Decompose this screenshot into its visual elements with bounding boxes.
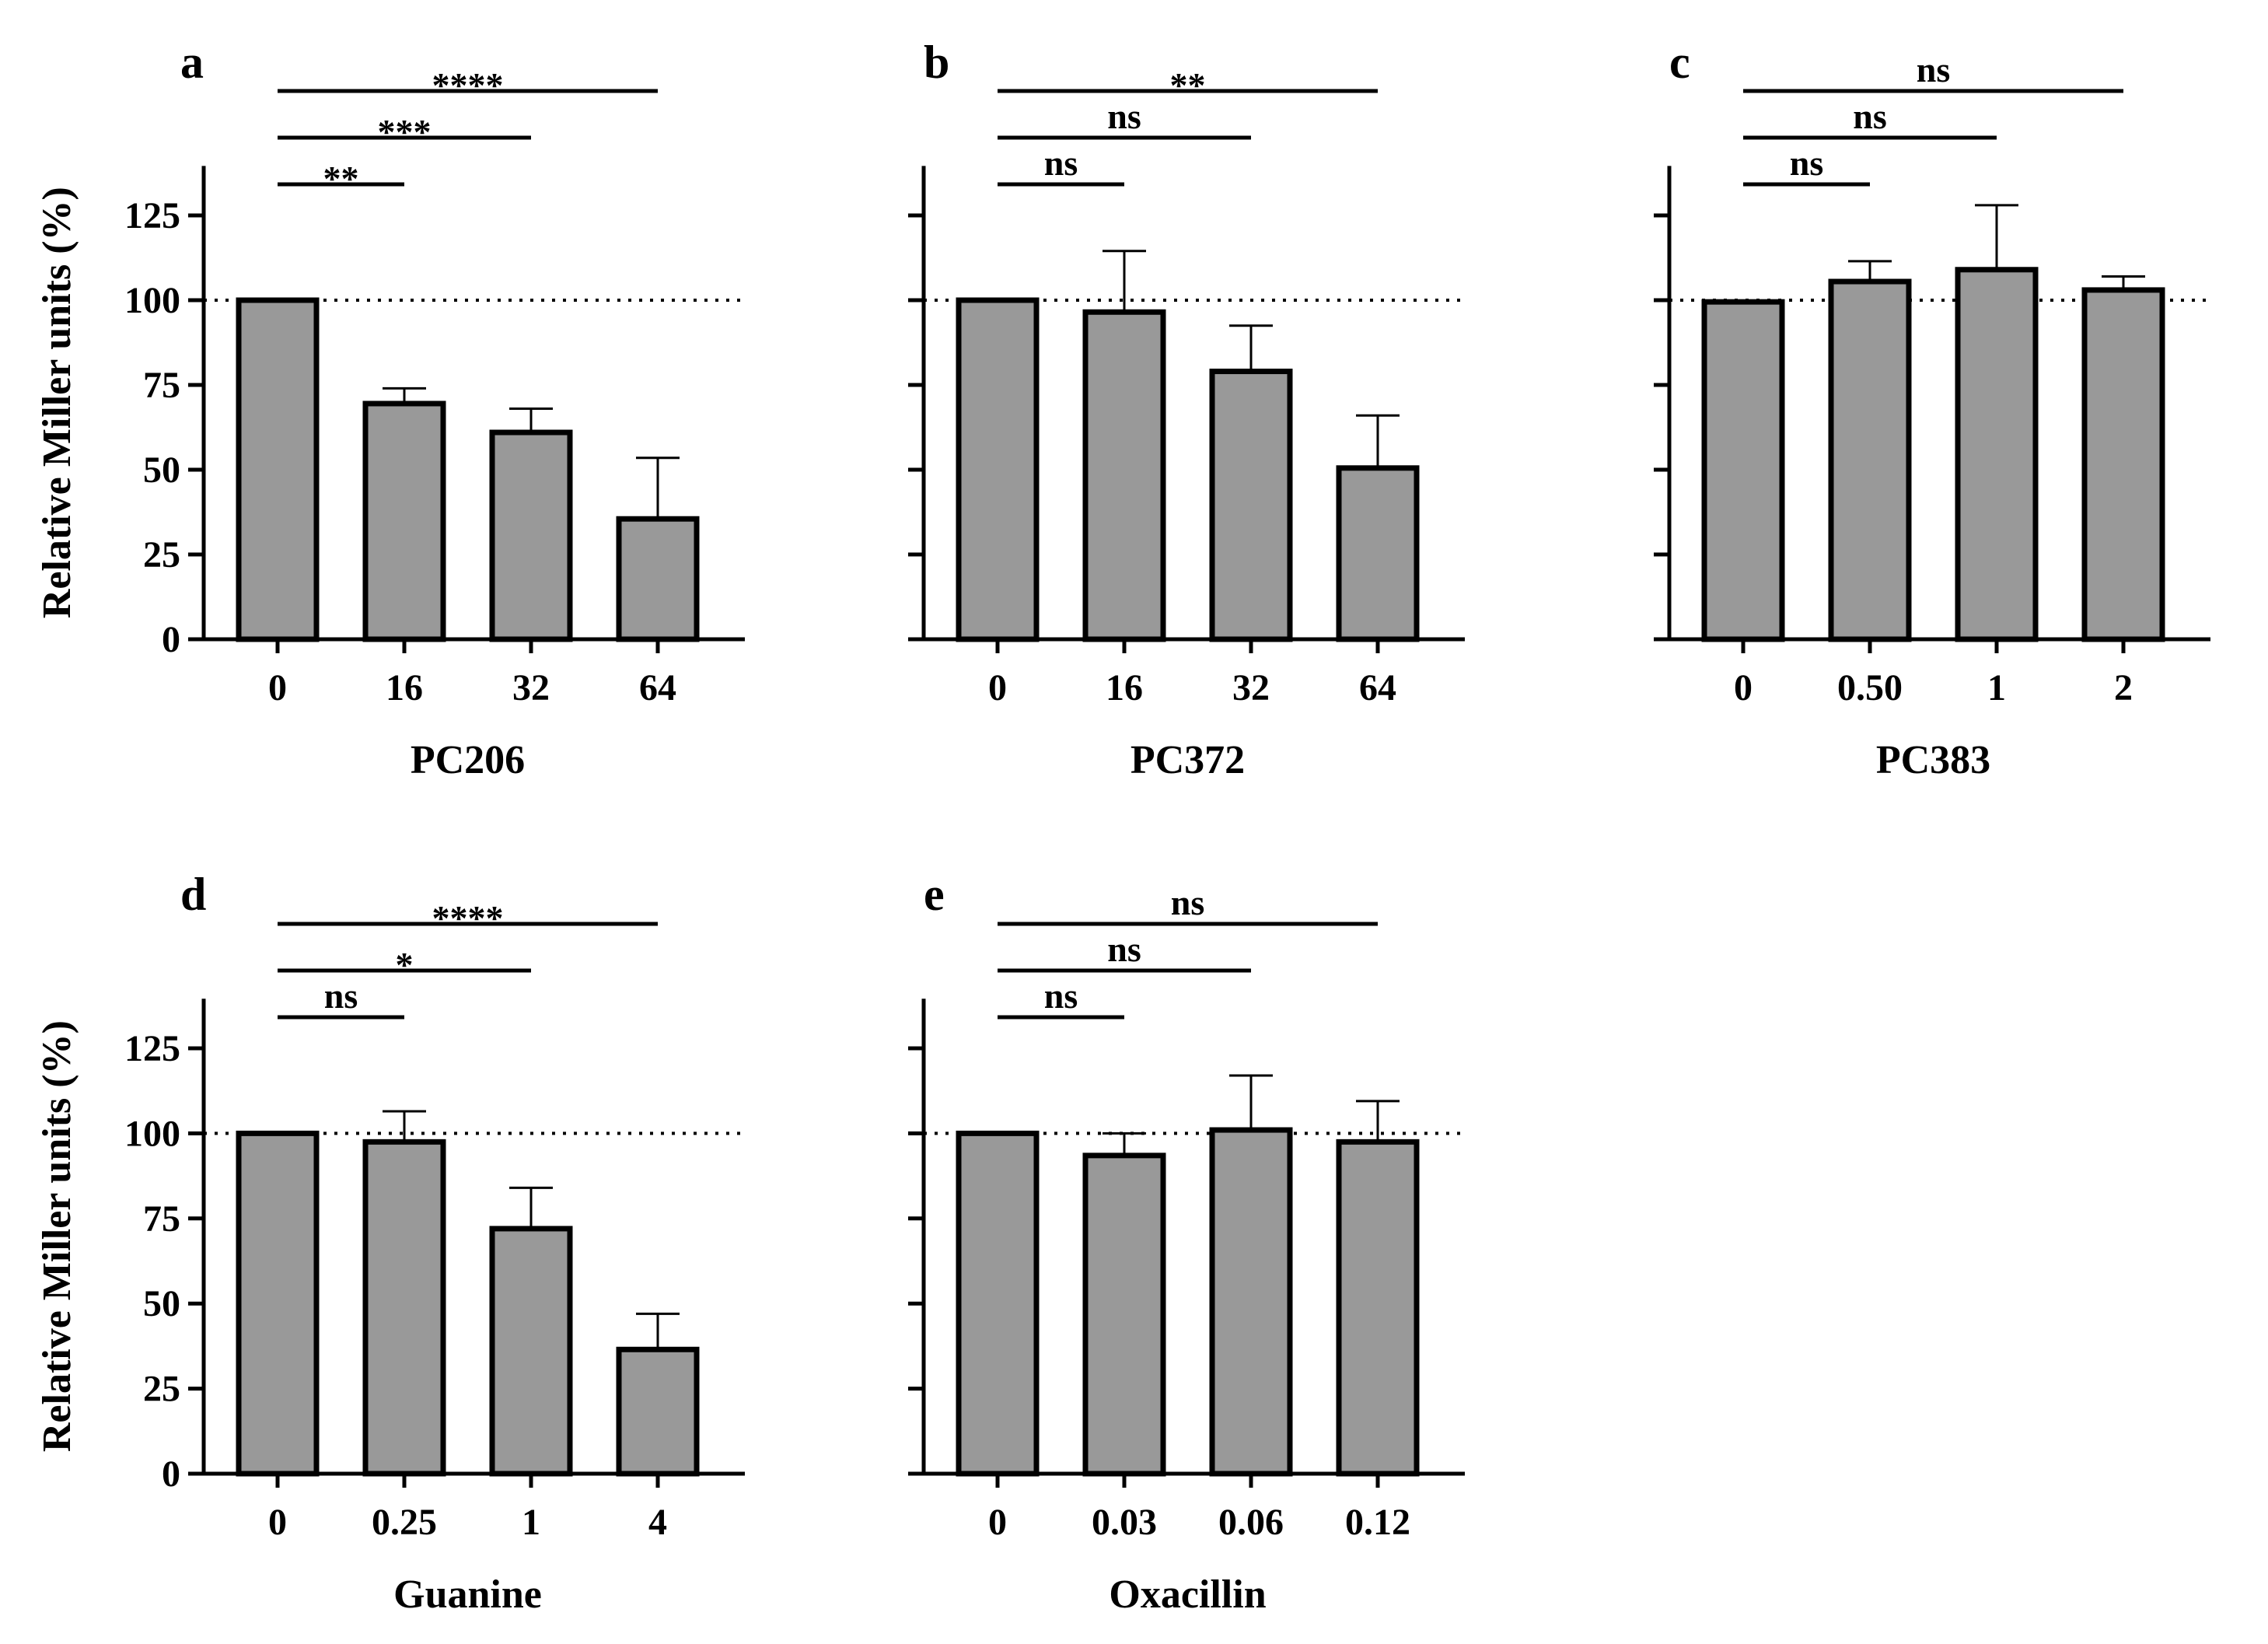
- significance-label: ****: [432, 65, 504, 105]
- x-tick-label: 0: [268, 1502, 287, 1543]
- x-axis-label: PC206: [411, 738, 525, 782]
- x-tick-label: 32: [1232, 667, 1270, 708]
- y-tick-label: 100: [124, 1113, 180, 1154]
- panel-d: d 0 25 50 75 100 125 Relative Miller units (%) 0…: [35, 869, 745, 1617]
- bar: [1209, 369, 1293, 642]
- x-tick-label: 0: [988, 667, 1007, 708]
- y-tick-label: 25: [143, 534, 180, 575]
- bar: [1336, 465, 1420, 642]
- bar: [1701, 299, 1785, 642]
- bar: [616, 516, 700, 642]
- x-axis-label: Guanine: [393, 1572, 542, 1617]
- x-tick-label: 1: [1987, 667, 2006, 708]
- bar: [1955, 267, 2039, 642]
- x-tick-label: 0.25: [372, 1502, 437, 1543]
- bar: [956, 1130, 1040, 1477]
- significance-label: ns: [1790, 143, 1823, 183]
- significance-label: ****: [432, 898, 504, 938]
- y-tick-label: 75: [143, 1198, 180, 1240]
- y-axis-label: Relative Miller units (%): [35, 1020, 79, 1452]
- panel-letter: b: [924, 37, 949, 88]
- significance-label: ns: [1044, 976, 1078, 1016]
- bar: [616, 1346, 700, 1477]
- x-tick-label: 4: [648, 1502, 667, 1543]
- x-tick-label: 2: [2114, 667, 2133, 708]
- x-tick-label: 64: [1359, 667, 1396, 708]
- x-axis-label: PC383: [1876, 738, 1990, 782]
- bar: [1209, 1127, 1293, 1477]
- bar: [1082, 309, 1166, 642]
- significance-label: ns: [1044, 143, 1078, 183]
- bar: [236, 1130, 320, 1477]
- panel-letter: c: [1669, 37, 1690, 88]
- bar: [956, 297, 1040, 642]
- bar: [489, 429, 573, 642]
- x-tick-label: 1: [522, 1502, 540, 1543]
- bar: [1082, 1153, 1166, 1477]
- y-axis-label: Relative Miller units (%): [35, 187, 79, 618]
- bar: [236, 297, 320, 642]
- bar: [1828, 278, 1912, 642]
- significance-label: ns: [324, 976, 358, 1016]
- x-axis-label: Oxacillin: [1109, 1572, 1266, 1617]
- panel-letter: e: [924, 869, 945, 920]
- y-tick-label: 50: [143, 449, 180, 491]
- significance-label: *: [396, 945, 414, 985]
- bar: [489, 1226, 573, 1477]
- y-tick-label: 50: [143, 1283, 180, 1324]
- y-tick-label: 25: [143, 1369, 180, 1410]
- x-axis-label: PC372: [1131, 738, 1245, 782]
- y-tick-label: 100: [124, 280, 180, 321]
- y-tick-label: 0: [162, 619, 180, 660]
- x-tick-label: 0: [1734, 667, 1753, 708]
- significance-label: **: [323, 159, 359, 198]
- y-tick-label: 0: [162, 1453, 180, 1495]
- x-tick-label: 0.50: [1837, 667, 1903, 708]
- significance-label: ns: [1853, 96, 1886, 136]
- y-tick-label: 125: [124, 195, 180, 236]
- x-tick-label: 0: [988, 1502, 1007, 1543]
- significance-label: ns: [1107, 96, 1141, 136]
- panel-a: a 0 25 50 75 100 125 Relative Miller units (%) 0…: [35, 37, 745, 782]
- bar: [362, 1139, 446, 1477]
- y-tick-label: 125: [124, 1028, 180, 1069]
- x-tick-label: 32: [512, 667, 550, 708]
- y-tick-label: 75: [143, 365, 180, 406]
- significance-label: ns: [1171, 883, 1204, 922]
- x-tick-label: 0: [268, 667, 287, 708]
- panel-letter: d: [180, 869, 206, 920]
- x-tick-label: 64: [639, 667, 676, 708]
- x-tick-label: 16: [1106, 667, 1143, 708]
- panel-letter: a: [180, 37, 204, 88]
- bar: [362, 401, 446, 642]
- x-tick-label: 16: [386, 667, 423, 708]
- bar: [2081, 287, 2165, 642]
- significance-label: ***: [378, 112, 432, 152]
- significance-label: ns: [1107, 929, 1141, 969]
- significance-label: ns: [1917, 50, 1950, 89]
- significance-label: **: [1170, 65, 1206, 105]
- x-tick-label: 0.03: [1092, 1502, 1157, 1543]
- x-tick-label: 0.12: [1345, 1502, 1410, 1543]
- x-tick-label: 0.06: [1218, 1502, 1284, 1543]
- bar: [1336, 1139, 1420, 1477]
